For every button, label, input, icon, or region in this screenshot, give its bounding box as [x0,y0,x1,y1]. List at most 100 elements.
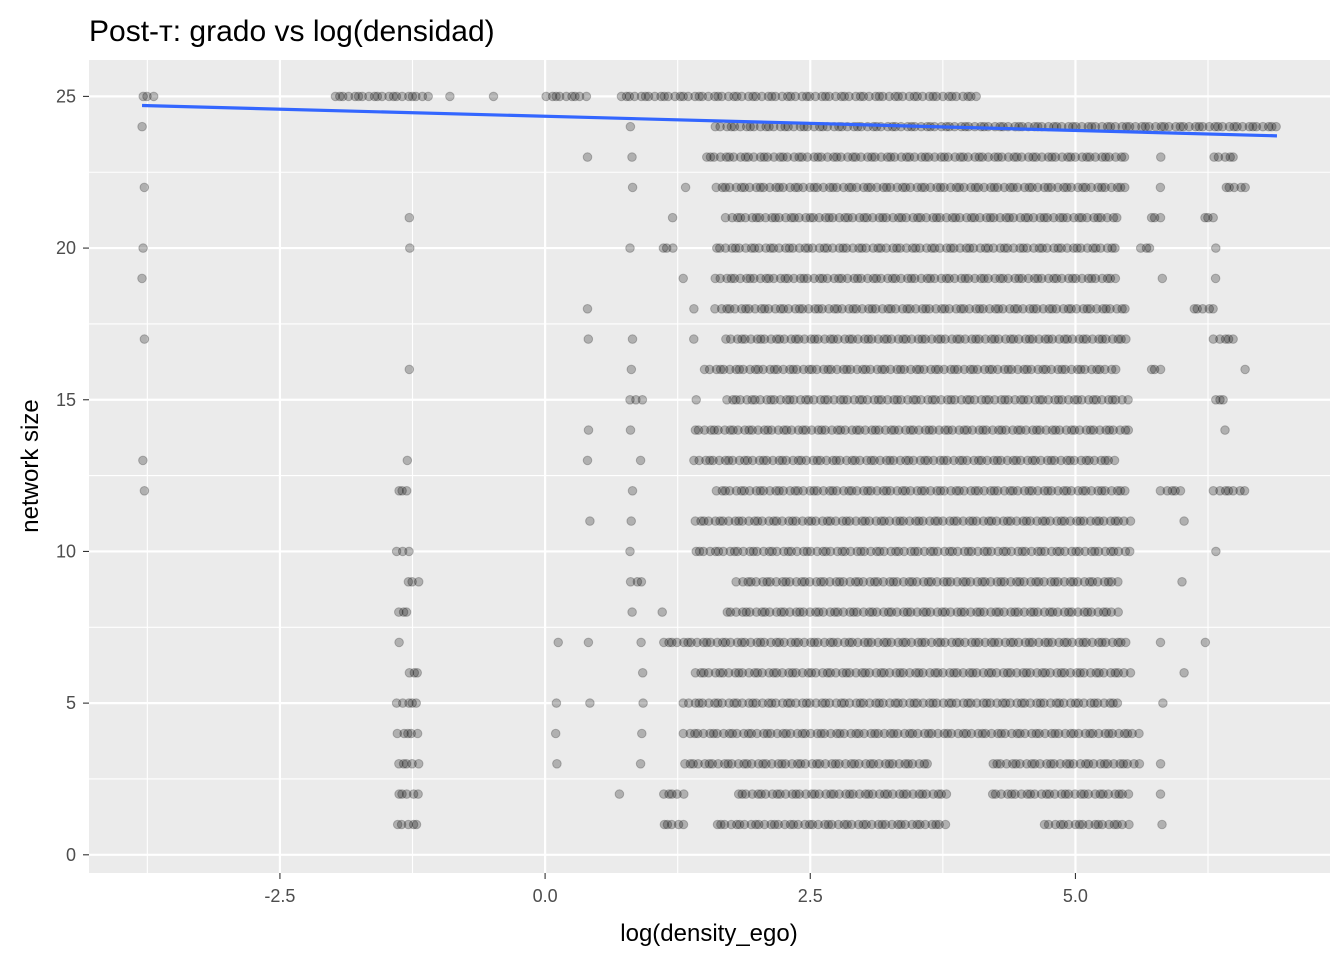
data-point [407,577,417,587]
data-point [866,728,876,739]
data-point [627,486,638,496]
data-point [1059,668,1070,678]
data-point [1094,668,1104,678]
data-point [1001,212,1011,223]
data-point [735,152,746,162]
data-point [778,364,789,375]
data-point [709,91,720,102]
data-point [854,395,865,405]
data-point [947,425,958,435]
data-point [828,152,839,162]
data-point [734,243,745,253]
data-point [142,91,152,102]
data-point [824,212,834,223]
data-point [978,425,988,435]
data-point [688,759,699,769]
data-point [1134,728,1144,739]
data-point [779,425,789,435]
data-point [1086,182,1096,193]
data-point [854,728,864,739]
data-point [885,182,896,193]
data-point [723,455,734,466]
data-point [1023,395,1033,405]
data-point [790,637,801,648]
data-point [1072,577,1083,587]
data-point [898,334,909,344]
data-point [844,334,855,344]
data-point [1102,273,1113,284]
data-point [1107,243,1117,253]
data-point [737,668,748,678]
data-point [698,728,709,739]
data-point [804,577,815,587]
data-point [920,152,931,162]
data-point [404,668,415,678]
data-point [1080,728,1091,739]
data-point [766,395,776,405]
data-point [919,182,930,193]
data-point [920,819,931,830]
data-point [736,637,747,648]
data-point [1155,212,1166,223]
data-point [1079,698,1089,708]
data-point [825,607,836,617]
data-point [1029,243,1039,253]
data-point [1010,789,1020,799]
data-point [1056,516,1067,526]
data-point [925,607,936,617]
data-point [901,212,912,223]
data-point [1072,395,1083,405]
data-point [398,607,409,617]
data-point [725,304,735,314]
data-point [989,182,1000,193]
data-point [732,637,743,648]
data-point [675,91,686,102]
data-point [925,516,935,526]
data-point [911,395,922,405]
data-point [1085,304,1096,314]
data-point [866,637,877,648]
data-point [755,182,766,193]
data-point [712,728,722,739]
data-point [930,364,941,375]
data-point [406,728,417,739]
data-point [1045,607,1055,617]
data-point [921,304,931,314]
data-point [1093,212,1103,223]
data-point [779,637,789,648]
data-point [802,273,813,284]
data-point [777,698,788,708]
data-point [958,516,969,526]
data-point [877,304,888,314]
data-point [745,607,755,617]
data-point [882,152,893,162]
data-point [740,334,750,344]
data-point [667,212,678,223]
data-point [938,698,949,708]
data-point [888,789,898,799]
data-point [881,243,892,253]
data-point [1066,486,1077,496]
data-point [906,637,917,648]
data-point [722,395,732,405]
data-point [798,486,809,496]
data-point [1100,455,1110,466]
data-point [1078,182,1088,193]
data-point [1170,486,1180,496]
data-point [1092,698,1103,708]
data-point [788,364,799,375]
data-point [869,577,880,587]
data-point [749,152,759,162]
data-point [1084,819,1094,830]
data-point [805,486,815,496]
data-point [1155,759,1166,769]
y-tick-label: 10 [56,541,76,561]
data-point [890,91,900,102]
data-point [876,243,886,253]
data-point [976,395,987,405]
data-point [847,182,857,193]
data-point [999,577,1010,587]
data-point [725,637,736,648]
data-point [879,334,889,344]
data-point [823,395,833,405]
